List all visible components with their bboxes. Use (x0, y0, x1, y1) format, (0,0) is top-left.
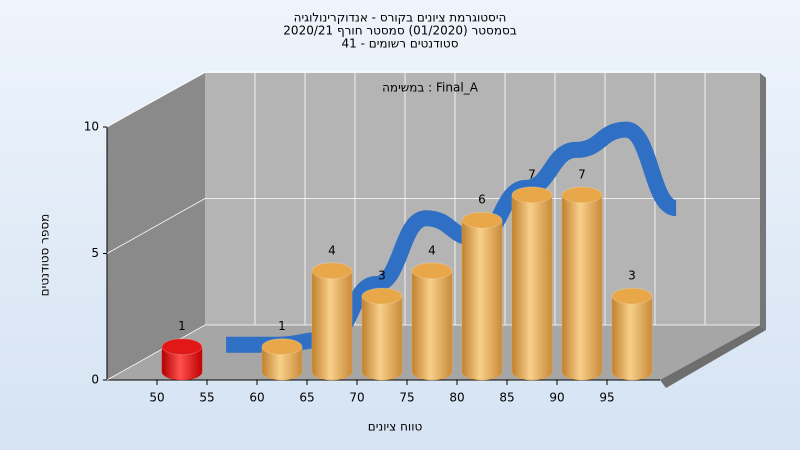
bar (361, 287, 403, 381)
chart-title: בסמסטר (01/2020) סמסטר חורף 2020/21 (283, 24, 516, 38)
x-tick-label: 65 (299, 391, 314, 405)
bar-body (511, 194, 553, 381)
data-label: 7 (528, 167, 536, 181)
bar (611, 287, 653, 381)
data-label: 6 (478, 193, 486, 207)
floor-edge (660, 325, 766, 388)
data-label: 1 (278, 319, 286, 333)
bar-top (261, 338, 303, 356)
x-tick-label: 60 (249, 391, 264, 405)
bar-body (361, 295, 403, 381)
bar-top (461, 211, 503, 229)
back-wall-edge (760, 73, 766, 330)
bar-body (411, 270, 453, 381)
plot: 0 5 10 50 55 60 65 70 75 80 85 90 95 1 1 4 3 4 6 7 7 3 (84, 71, 760, 405)
bar-body (161, 346, 203, 381)
y-axis-label: מספר סטודנטים (38, 214, 52, 297)
bar-body (311, 270, 353, 381)
x-tick-label: 90 (549, 391, 564, 405)
bar-body (611, 295, 653, 381)
bar (311, 262, 353, 381)
y-tick-label: 5 (91, 246, 99, 260)
bar-top (611, 287, 653, 305)
x-tick-label: 75 (399, 391, 414, 405)
x-tick-label: 80 (449, 391, 464, 405)
data-label: 7 (578, 167, 586, 181)
bar-top (511, 186, 553, 204)
bar (161, 338, 203, 381)
data-label: 4 (428, 243, 436, 257)
data-label: 3 (378, 269, 386, 283)
bar-body (461, 219, 503, 381)
grid-line (106, 71, 760, 128)
bar (561, 186, 603, 381)
chart-title: היסטוגרמת ציונים בקורס - אנדוקרינולוגיה (294, 11, 507, 25)
bar-body (561, 194, 603, 381)
y-tick-label: 0 (91, 373, 99, 387)
bar (411, 262, 453, 381)
x-tick-label: 55 (199, 391, 214, 405)
bar (261, 338, 303, 381)
data-label: 1 (178, 319, 186, 333)
x-tick-label: 85 (499, 391, 514, 405)
x-tick-label: 95 (599, 391, 614, 405)
x-tick-label: 70 (349, 391, 364, 405)
bar-top (561, 186, 603, 204)
bar-top (311, 262, 353, 280)
data-label: 4 (328, 243, 336, 257)
bar-top (361, 287, 403, 305)
left-wall (107, 73, 205, 380)
bar (511, 186, 553, 381)
bar-body (261, 346, 303, 381)
data-label: 3 (628, 269, 636, 283)
x-axis-label: טווח ציונים (368, 420, 423, 434)
chart-title: סטודנטים רשומים - 41 (341, 37, 458, 51)
chart-subtitle: במשימה : Final_A (382, 81, 479, 95)
bar-top (161, 338, 203, 356)
x-tick-label: 50 (149, 391, 164, 405)
bar (461, 211, 503, 381)
bar-top (411, 262, 453, 280)
y-tick-label: 10 (84, 120, 99, 134)
